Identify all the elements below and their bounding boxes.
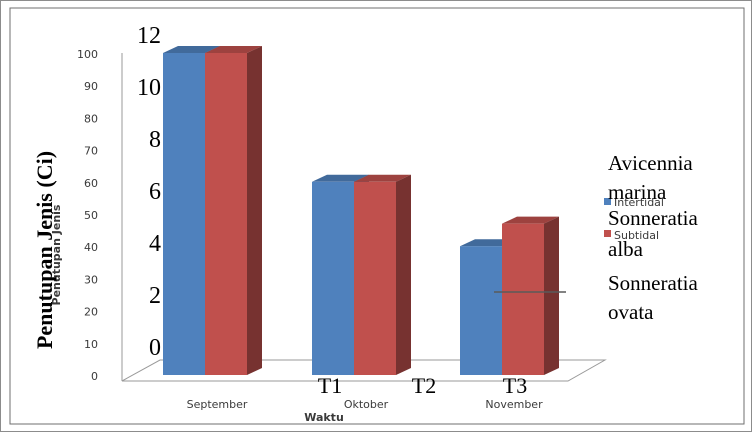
y-axis-title: Penutupan Jenis	[50, 204, 63, 305]
bars-group	[163, 46, 559, 375]
legend-label-subtidal: Subtidal	[614, 229, 659, 242]
y-tick-label: 70	[84, 145, 98, 158]
overlay-y-ticks-group: 0 2 4 6 8 10 12	[137, 23, 161, 361]
bar-subtidal-september	[205, 46, 262, 375]
y-tick-label: 90	[84, 80, 98, 93]
chart-frame	[9, 7, 745, 425]
x-axis-title: Waktu	[304, 411, 344, 424]
bar-side	[247, 46, 262, 375]
bar-top	[163, 46, 220, 53]
overlay-x-tick-label: T3	[503, 373, 527, 398]
overlay-x-tick-label: T1	[318, 373, 342, 398]
bar-subtidal-oktober	[354, 174, 411, 375]
bar-front	[163, 53, 205, 375]
bar-front	[460, 246, 502, 375]
y-ticks-group: 0 10 20 30 40 50 60 70 80 90 100	[77, 48, 98, 383]
y-tick-label: 10	[84, 338, 98, 351]
x-tick-label: November	[485, 398, 543, 411]
x-tick-label: September	[187, 398, 248, 411]
y-tick-label: 100	[77, 48, 98, 61]
overlay-y-tick-label: 12	[137, 23, 161, 49]
bar-side	[396, 174, 411, 375]
x-tick-label: Oktober	[344, 398, 389, 411]
bar-front	[312, 181, 354, 375]
overlay-legend-line-2: marina	[608, 180, 667, 204]
bar-front	[354, 181, 396, 375]
overlay-y-tick-label: 4	[149, 231, 161, 257]
y-tick-label: 30	[84, 273, 98, 286]
bar-top	[205, 46, 262, 53]
overlay-legend-line-1: Avicennia	[608, 151, 693, 175]
overlay-y-tick-label: 8	[149, 127, 161, 153]
y-tick-label: 80	[84, 112, 98, 125]
legend-label-intertidal: Intertidal	[614, 196, 664, 209]
y-tick-label: 20	[84, 306, 98, 319]
bar-top	[502, 216, 559, 224]
bar-top	[354, 174, 411, 182]
x-ticks-group: September Oktober November	[187, 398, 543, 411]
legend-swatch-intertidal	[604, 198, 611, 205]
bar-front	[205, 53, 247, 375]
y-tick-label: 40	[84, 241, 98, 254]
overlay-x-ticks-group: T1 T2 T3	[318, 373, 527, 398]
y-tick-label: 0	[91, 370, 98, 383]
overlay-legend-line-5: Sonneratia	[608, 271, 698, 295]
overlay-legend-line-6: ovata	[608, 300, 654, 324]
y-tick-label: 60	[84, 177, 98, 190]
bar-subtidal-november	[502, 216, 559, 375]
overlay-y-axis-title: Penutupan Jenis (Ci)	[32, 151, 57, 349]
legend-swatch-subtidal	[604, 230, 611, 237]
overlay-x-tick-label: T2	[412, 373, 436, 398]
overlay-y-tick-label: 2	[149, 283, 161, 309]
overlay-y-tick-label: 6	[149, 179, 161, 205]
bar-top	[312, 174, 369, 182]
overlay-y-tick-label: 0	[149, 335, 161, 361]
y-tick-label: 50	[84, 209, 98, 222]
bar-front	[502, 223, 544, 375]
overlay-y-tick-label: 10	[137, 75, 161, 101]
overlay-legend-line-4: alba	[608, 237, 644, 261]
overlay-legend-line-3: Sonneratia	[608, 206, 698, 230]
bar-side	[544, 216, 559, 375]
